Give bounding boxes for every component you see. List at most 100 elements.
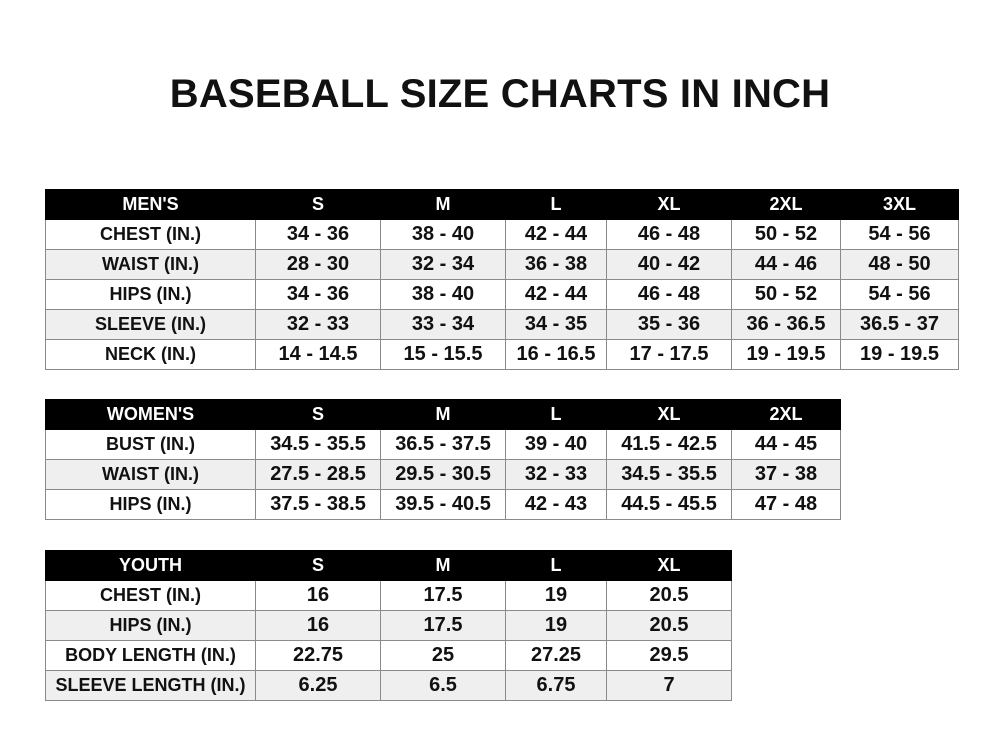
size-value: 20.5 — [606, 610, 732, 641]
size-value: 19 — [505, 610, 607, 641]
size-header: M — [380, 189, 506, 220]
size-value: 17 - 17.5 — [606, 339, 732, 370]
size-value: 42 - 44 — [505, 219, 607, 250]
size-header: L — [505, 399, 607, 430]
size-value: 38 - 40 — [380, 219, 506, 250]
size-header: L — [505, 189, 607, 220]
table-row: HIPS (IN.) 16 17.5 19 20.5 — [45, 610, 732, 641]
measurement-label: HIPS (IN.) — [45, 489, 256, 520]
size-value: 15 - 15.5 — [380, 339, 506, 370]
size-value: 32 - 34 — [380, 249, 506, 280]
table-row: WAIST (IN.) 28 - 30 32 - 34 36 - 38 40 - 42 4… — [45, 249, 959, 280]
size-value: 37.5 - 38.5 — [255, 489, 381, 520]
size-value: 29.5 — [606, 640, 732, 671]
size-value: 27.5 - 28.5 — [255, 459, 381, 490]
size-value: 36 - 36.5 — [731, 309, 841, 340]
size-value: 6.25 — [255, 670, 381, 701]
size-value: 6.75 — [505, 670, 607, 701]
size-value: 25 — [380, 640, 506, 671]
size-header: 2XL — [731, 399, 841, 430]
measurement-label: HIPS (IN.) — [45, 610, 256, 641]
size-value: 40 - 42 — [606, 249, 732, 280]
table-row: SLEEVE (IN.) 32 - 33 33 - 34 34 - 35 35 - 36… — [45, 309, 959, 340]
table-row: HIPS (IN.) 34 - 36 38 - 40 42 - 44 46 - 48 50… — [45, 279, 959, 310]
size-value: 16 — [255, 580, 381, 611]
table-row: CHEST (IN.) 34 - 36 38 - 40 42 - 44 46 - 48 5… — [45, 219, 959, 250]
size-value: 22.75 — [255, 640, 381, 671]
size-value: 36.5 - 37.5 — [380, 429, 506, 460]
size-value: 7 — [606, 670, 732, 701]
size-header: S — [255, 189, 381, 220]
measurement-label: SLEEVE LENGTH (IN.) — [45, 670, 256, 701]
size-value: 32 - 33 — [255, 309, 381, 340]
category-header: MEN'S — [45, 189, 256, 220]
size-value: 34.5 - 35.5 — [255, 429, 381, 460]
size-value: 27.25 — [505, 640, 607, 671]
youth-size-table: YOUTH S M L XL CHEST (IN.) 16 17.5 19 20.5 HIPS (I… — [45, 550, 732, 701]
size-value: 28 - 30 — [255, 249, 381, 280]
size-header: XL — [606, 189, 732, 220]
header-row: YOUTH S M L XL — [45, 550, 732, 581]
size-value: 36.5 - 37 — [840, 309, 959, 340]
measurement-label: HIPS (IN.) — [45, 279, 256, 310]
size-value: 47 - 48 — [731, 489, 841, 520]
size-header: XL — [606, 550, 732, 581]
size-value: 42 - 44 — [505, 279, 607, 310]
size-header: S — [255, 550, 381, 581]
size-value: 19 - 19.5 — [731, 339, 841, 370]
size-value: 19 — [505, 580, 607, 611]
measurement-label: BODY LENGTH (IN.) — [45, 640, 256, 671]
size-value: 48 - 50 — [840, 249, 959, 280]
size-value: 42 - 43 — [505, 489, 607, 520]
size-value: 38 - 40 — [380, 279, 506, 310]
table-row: CHEST (IN.) 16 17.5 19 20.5 — [45, 580, 732, 611]
measurement-label: SLEEVE (IN.) — [45, 309, 256, 340]
mens-size-table: MEN'S S M L XL 2XL 3XL CHEST (IN.) 34 - 36 38 - 4… — [45, 189, 959, 370]
measurement-label: NECK (IN.) — [45, 339, 256, 370]
size-value: 50 - 52 — [731, 219, 841, 250]
size-value: 44 - 46 — [731, 249, 841, 280]
size-value: 34 - 36 — [255, 279, 381, 310]
size-value: 37 - 38 — [731, 459, 841, 490]
measurement-label: BUST (IN.) — [45, 429, 256, 460]
size-value: 29.5 - 30.5 — [380, 459, 506, 490]
table-row: BODY LENGTH (IN.) 22.75 25 27.25 29.5 — [45, 640, 732, 671]
size-value: 46 - 48 — [606, 279, 732, 310]
category-header: YOUTH — [45, 550, 256, 581]
size-value: 46 - 48 — [606, 219, 732, 250]
size-value: 54 - 56 — [840, 279, 959, 310]
size-header: M — [380, 399, 506, 430]
size-value: 54 - 56 — [840, 219, 959, 250]
table-row: BUST (IN.) 34.5 - 35.5 36.5 - 37.5 39 - 40 4… — [45, 429, 841, 460]
measurement-label: CHEST (IN.) — [45, 580, 256, 611]
table-row: NECK (IN.) 14 - 14.5 15 - 15.5 16 - 16.5 17 … — [45, 339, 959, 370]
size-value: 36 - 38 — [505, 249, 607, 280]
size-value: 20.5 — [606, 580, 732, 611]
size-value: 35 - 36 — [606, 309, 732, 340]
size-value: 44.5 - 45.5 — [606, 489, 732, 520]
size-header: L — [505, 550, 607, 581]
measurement-label: WAIST (IN.) — [45, 459, 256, 490]
size-value: 41.5 - 42.5 — [606, 429, 732, 460]
page-title: BASEBALL SIZE CHARTS IN INCH — [169, 72, 831, 116]
size-header: XL — [606, 399, 732, 430]
size-value: 17.5 — [380, 580, 506, 611]
size-value: 50 - 52 — [731, 279, 841, 310]
category-header: WOMEN'S — [45, 399, 256, 430]
size-value: 14 - 14.5 — [255, 339, 381, 370]
header-row: MEN'S S M L XL 2XL 3XL — [45, 189, 959, 220]
measurement-label: WAIST (IN.) — [45, 249, 256, 280]
size-header: 3XL — [840, 189, 959, 220]
size-value: 44 - 45 — [731, 429, 841, 460]
table-row: HIPS (IN.) 37.5 - 38.5 39.5 - 40.5 42 - 43 4… — [45, 489, 841, 520]
table-row: WAIST (IN.) 27.5 - 28.5 29.5 - 30.5 32 - 33… — [45, 459, 841, 490]
header-row: WOMEN'S S M L XL 2XL — [45, 399, 841, 430]
size-value: 19 - 19.5 — [840, 339, 959, 370]
size-header: M — [380, 550, 506, 581]
size-value: 16 - 16.5 — [505, 339, 607, 370]
size-value: 6.5 — [380, 670, 506, 701]
womens-size-table: WOMEN'S S M L XL 2XL BUST (IN.) 34.5 - 35.5 36.5… — [45, 399, 841, 520]
size-header: 2XL — [731, 189, 841, 220]
size-value: 33 - 34 — [380, 309, 506, 340]
table-row: SLEEVE LENGTH (IN.) 6.25 6.5 6.75 7 — [45, 670, 732, 701]
